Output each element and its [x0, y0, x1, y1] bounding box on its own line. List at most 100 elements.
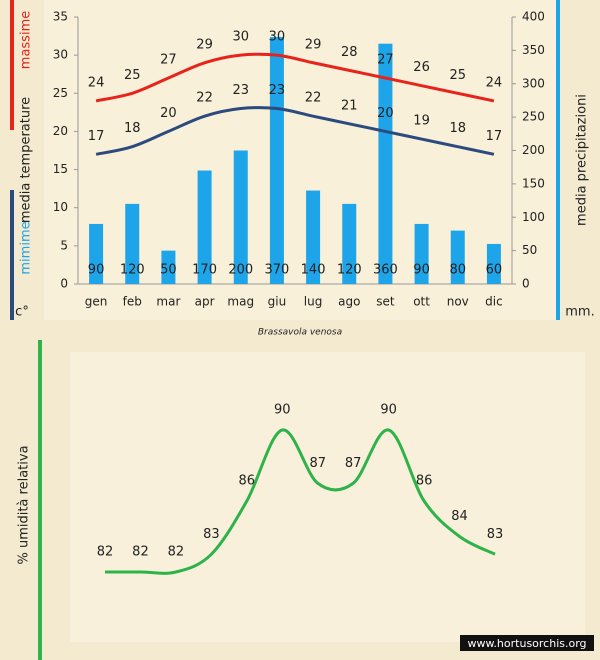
- x-tick-label: lug: [304, 295, 323, 309]
- data-label: 24: [486, 75, 503, 90]
- data-label: 83: [203, 527, 220, 542]
- data-label: 25: [124, 68, 141, 83]
- bar: [89, 223, 104, 284]
- y-axis-label: media temperature: [19, 97, 34, 223]
- data-label: 82: [168, 545, 185, 560]
- y2-tick-label: 350: [522, 43, 545, 57]
- bar: [269, 37, 284, 285]
- caption: Brassavola venosa: [258, 328, 342, 338]
- data-label: 200: [228, 263, 253, 278]
- watermark-box: [460, 635, 594, 651]
- data-label: 25: [449, 68, 466, 83]
- data-label: 360: [373, 263, 398, 278]
- bar: [486, 243, 501, 284]
- bottom-panel: [70, 352, 585, 642]
- data-label: 120: [120, 263, 145, 278]
- y2-tick-label: 150: [522, 176, 545, 190]
- y-tick-label: 30: [53, 48, 68, 62]
- data-label: 86: [239, 474, 256, 489]
- data-label: 140: [301, 263, 326, 278]
- bar: [125, 203, 140, 284]
- data-label: 84: [451, 509, 468, 524]
- x-tick-label: giu: [268, 295, 287, 309]
- x-tick-label: nov: [447, 295, 469, 309]
- data-label: 22: [305, 91, 322, 106]
- line: [95, 106, 495, 156]
- y2-tick-label: 0: [522, 277, 530, 291]
- bar: [378, 43, 393, 285]
- data-label: 60: [486, 263, 503, 278]
- bar: [306, 190, 321, 284]
- y-tick-label: 35: [53, 10, 68, 24]
- data-label: 80: [449, 263, 466, 278]
- data-label: 82: [97, 545, 114, 560]
- data-label: 86: [416, 474, 433, 489]
- x-tick-label: gen: [85, 295, 108, 309]
- data-label: 87: [309, 456, 326, 471]
- data-label: 21: [341, 98, 358, 113]
- data-label: 120: [337, 263, 362, 278]
- data-label: 83: [487, 527, 504, 542]
- data-label: 24: [88, 75, 105, 90]
- x-tick-label: mag: [227, 295, 254, 309]
- data-label: 28: [341, 45, 358, 60]
- y2-tick-label: 250: [522, 110, 545, 124]
- data-label: 170: [192, 263, 217, 278]
- data-label: 27: [160, 53, 177, 68]
- data-label: 90: [380, 403, 397, 418]
- data-label: 18: [449, 121, 466, 136]
- y-tick-label: 25: [53, 86, 68, 100]
- bar: [342, 203, 357, 284]
- data-label: 29: [196, 37, 213, 52]
- y-tick-label: 0: [60, 277, 68, 291]
- x-tick-label: apr: [195, 295, 215, 309]
- data-label: 18: [124, 121, 141, 136]
- y2-tick-label: 200: [522, 143, 545, 157]
- data-label: 19: [413, 114, 430, 129]
- y-tick-label: 15: [53, 162, 68, 176]
- data-label: 26: [413, 60, 430, 75]
- data-label: 370: [265, 263, 290, 278]
- data-label: 30: [232, 30, 249, 45]
- series-label: mimime: [19, 221, 34, 274]
- bar: [414, 223, 429, 284]
- x-tick-label: dic: [485, 295, 503, 309]
- y-unit: c°: [15, 305, 29, 320]
- y-axis-label: % umidità relativa: [17, 445, 32, 564]
- data-label: 22: [196, 91, 213, 106]
- data-label: 29: [305, 37, 322, 52]
- data-label: 90: [274, 403, 291, 418]
- data-label: 82: [132, 545, 149, 560]
- y2-axis-label: media precipitazioni: [575, 94, 590, 226]
- data-label: 30: [269, 30, 286, 45]
- y-tick-label: 5: [60, 238, 68, 252]
- x-tick-label: ott: [413, 295, 430, 309]
- line: [104, 428, 496, 575]
- data-label: 27: [377, 53, 394, 68]
- bar: [197, 170, 212, 284]
- data-label: 23: [232, 83, 249, 98]
- y-tick-label: 10: [53, 200, 68, 214]
- bar: [161, 250, 176, 284]
- data-label: 90: [88, 263, 105, 278]
- x-tick-label: set: [376, 295, 395, 309]
- x-tick-label: feb: [123, 295, 142, 309]
- data-label: 17: [88, 129, 105, 144]
- data-label: 90: [413, 263, 430, 278]
- y2-tick-label: 100: [522, 210, 545, 224]
- y2-unit: mm.: [565, 305, 594, 320]
- data-label: 17: [486, 129, 503, 144]
- y2-tick-label: 50: [522, 243, 537, 257]
- data-label: 20: [377, 106, 394, 121]
- bar: [450, 230, 465, 284]
- data-label: 50: [160, 263, 177, 278]
- data-label: 23: [269, 83, 286, 98]
- watermark: www.hortusorchis.org: [467, 637, 586, 650]
- data-label: 87: [345, 456, 362, 471]
- x-tick-label: mar: [156, 295, 180, 309]
- data-label: 20: [160, 106, 177, 121]
- y2-tick-label: 300: [522, 76, 545, 90]
- y2-tick-label: 400: [522, 10, 545, 24]
- x-tick-label: ago: [338, 295, 360, 309]
